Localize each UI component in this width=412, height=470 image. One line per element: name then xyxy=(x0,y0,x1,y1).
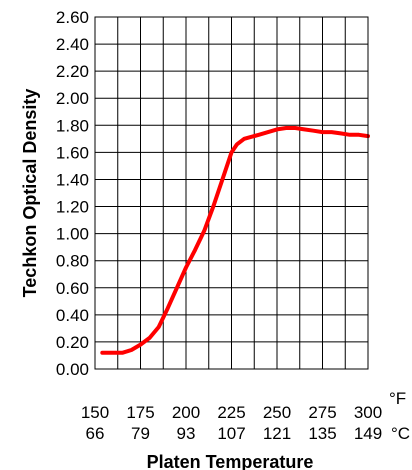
x-tick-label-f: 300 xyxy=(354,403,382,422)
x-tick-label-f: 175 xyxy=(126,403,154,422)
y-tick-label: 0.00 xyxy=(56,360,89,379)
x-tick-label-f: 275 xyxy=(308,403,336,422)
y-tick-label: 1.60 xyxy=(56,143,89,162)
x-tick-label-f: 200 xyxy=(172,403,200,422)
y-tick-label: 1.20 xyxy=(56,198,89,217)
y-tick-label: 2.20 xyxy=(56,62,89,81)
x-axis-title: Platen Temperature xyxy=(147,452,314,470)
series-line xyxy=(100,126,370,355)
x-tick-label-c: 79 xyxy=(131,424,150,443)
y-tick-label: 1.80 xyxy=(56,116,89,135)
y-axis-title: Techkon Optical Density xyxy=(20,89,40,298)
plot-area xyxy=(94,16,370,370)
x-unit-fahrenheit: °F xyxy=(389,389,406,408)
series-group xyxy=(100,126,370,355)
y-tick-label: 0.60 xyxy=(56,279,89,298)
x-tick-label-c: 135 xyxy=(308,424,336,443)
plot-border xyxy=(94,16,369,370)
x-tick-label-c: 121 xyxy=(263,424,291,443)
y-tick-label: 0.40 xyxy=(56,306,89,325)
y-tick-label: 1.00 xyxy=(56,225,89,244)
x-tick-label-c: 66 xyxy=(86,424,105,443)
y-tick-labels: 0.00 0.20 0.40 0.60 0.80 1.00 1.20 1.40 1.60 1.80… xyxy=(56,8,89,379)
x-tick-label-f: 250 xyxy=(263,403,291,422)
y-tick-label: 1.40 xyxy=(56,170,89,189)
y-tick-label: 0.80 xyxy=(56,252,89,271)
x-tick-label-c: 107 xyxy=(217,424,245,443)
y-tick-label: 2.60 xyxy=(56,8,89,27)
y-tick-label: 2.40 xyxy=(56,35,89,54)
x-tick-label-f: 225 xyxy=(217,403,245,422)
y-tick-label: 2.00 xyxy=(56,89,89,108)
x-tick-label-c: 149 xyxy=(354,424,382,443)
x-tick-label-c: 93 xyxy=(177,424,196,443)
x-unit-celsius: °C xyxy=(391,424,410,443)
y-tick-label: 0.20 xyxy=(56,333,89,352)
x-tick-labels: 150 66 175 79 200 93 225 107 250 121 275 135 300 149 xyxy=(81,403,382,443)
x-tick-label-f: 150 xyxy=(81,403,109,422)
